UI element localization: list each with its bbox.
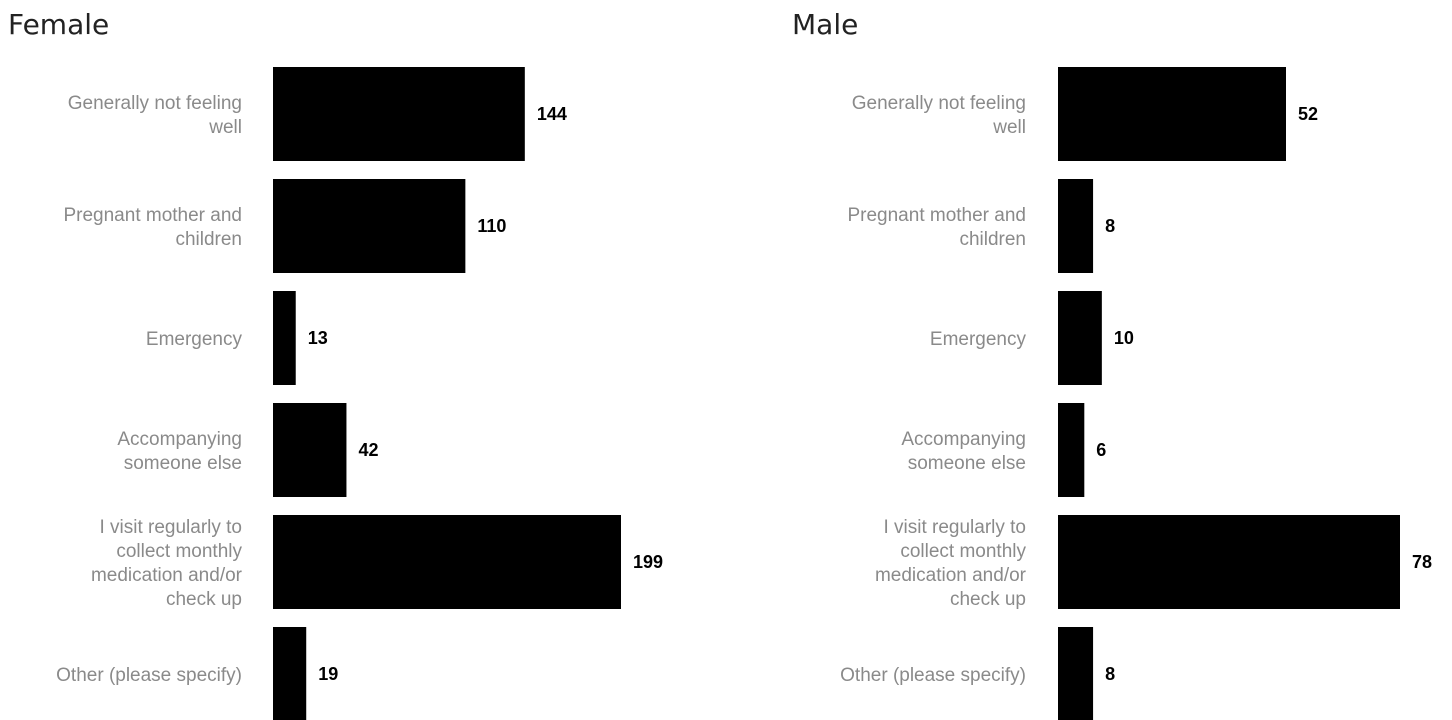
bar-male-1 xyxy=(1058,179,1094,273)
value-label-female-3: 42 xyxy=(358,440,378,460)
category-label-male-1: Pregnant mother and children xyxy=(847,205,1026,250)
panel-title-female: Female xyxy=(8,8,109,41)
category-label-line: children xyxy=(175,229,242,250)
panel-male: Male 52 Generally not feeling well 8 Pregnan… xyxy=(792,8,1432,720)
category-label-line: someone else xyxy=(908,453,1026,474)
category-label-line: Pregnant mother and xyxy=(63,205,242,226)
category-label-line: check up xyxy=(166,589,242,610)
panel-female: Female 144 Generally not feeling well 110 Pr… xyxy=(8,8,663,720)
category-label-line: check up xyxy=(950,589,1026,610)
value-label-male-3: 6 xyxy=(1096,440,1106,460)
category-label-male-4: I visit regularly to collect monthly medic… xyxy=(875,517,1027,610)
category-label-line: Accompanying xyxy=(117,429,242,450)
category-label-line: collect monthly xyxy=(116,541,242,562)
value-label-male-1: 8 xyxy=(1105,216,1115,236)
category-label-female-1: Pregnant mother and children xyxy=(63,205,242,250)
value-label-male-5: 8 xyxy=(1105,664,1115,684)
value-label-male-4: 78 xyxy=(1412,552,1432,572)
bar-female-1 xyxy=(273,179,466,273)
category-label-line: Other (please specify) xyxy=(56,665,242,686)
category-label-line: medication and/or xyxy=(91,565,243,586)
value-label-male-2: 10 xyxy=(1114,328,1134,348)
bar-female-2 xyxy=(273,291,296,385)
category-label-line: Generally not feeling xyxy=(68,93,242,114)
category-label-female-5: Other (please specify) xyxy=(56,665,242,686)
bar-female-3 xyxy=(273,403,347,497)
category-label-line: well xyxy=(992,117,1026,138)
category-label-line: medication and/or xyxy=(875,565,1027,586)
bar-male-4 xyxy=(1058,515,1400,609)
value-label-female-2: 13 xyxy=(308,328,328,348)
category-label-line: Emergency xyxy=(930,329,1027,350)
value-label-female-4: 199 xyxy=(633,552,663,572)
category-label-line: someone else xyxy=(124,453,242,474)
category-label-male-3: Accompanying someone else xyxy=(901,429,1026,474)
category-label-line: Accompanying xyxy=(901,429,1026,450)
bar-male-3 xyxy=(1058,403,1085,497)
bar-female-5 xyxy=(273,627,307,720)
bar-male-5 xyxy=(1058,627,1094,720)
bar-female-0 xyxy=(273,67,525,161)
value-label-male-0: 52 xyxy=(1298,104,1318,124)
category-label-line: collect monthly xyxy=(900,541,1026,562)
category-label-female-0: Generally not feeling well xyxy=(68,93,242,138)
bar-female-4 xyxy=(273,515,621,609)
category-label-female-3: Accompanying someone else xyxy=(117,429,242,474)
category-label-line: I visit regularly to xyxy=(99,517,242,538)
value-label-female-0: 144 xyxy=(537,104,567,124)
value-label-female-1: 110 xyxy=(477,216,506,236)
category-label-line: Generally not feeling xyxy=(852,93,1026,114)
bar-male-2 xyxy=(1058,291,1102,385)
category-label-female-2: Emergency xyxy=(146,329,243,350)
value-label-female-5: 19 xyxy=(318,664,338,684)
category-label-male-5: Other (please specify) xyxy=(840,665,1026,686)
category-label-line: Emergency xyxy=(146,329,243,350)
category-label-female-4: I visit regularly to collect monthly medic… xyxy=(91,517,243,610)
category-label-line: I visit regularly to xyxy=(883,517,1026,538)
category-label-male-2: Emergency xyxy=(930,329,1027,350)
category-label-line: well xyxy=(208,117,242,138)
category-label-line: Pregnant mother and xyxy=(847,205,1026,226)
category-label-line: Other (please specify) xyxy=(840,665,1026,686)
panel-title-male: Male xyxy=(792,8,858,41)
category-label-line: children xyxy=(959,229,1026,250)
bar-male-0 xyxy=(1058,67,1286,161)
category-label-male-0: Generally not feeling well xyxy=(852,93,1026,138)
